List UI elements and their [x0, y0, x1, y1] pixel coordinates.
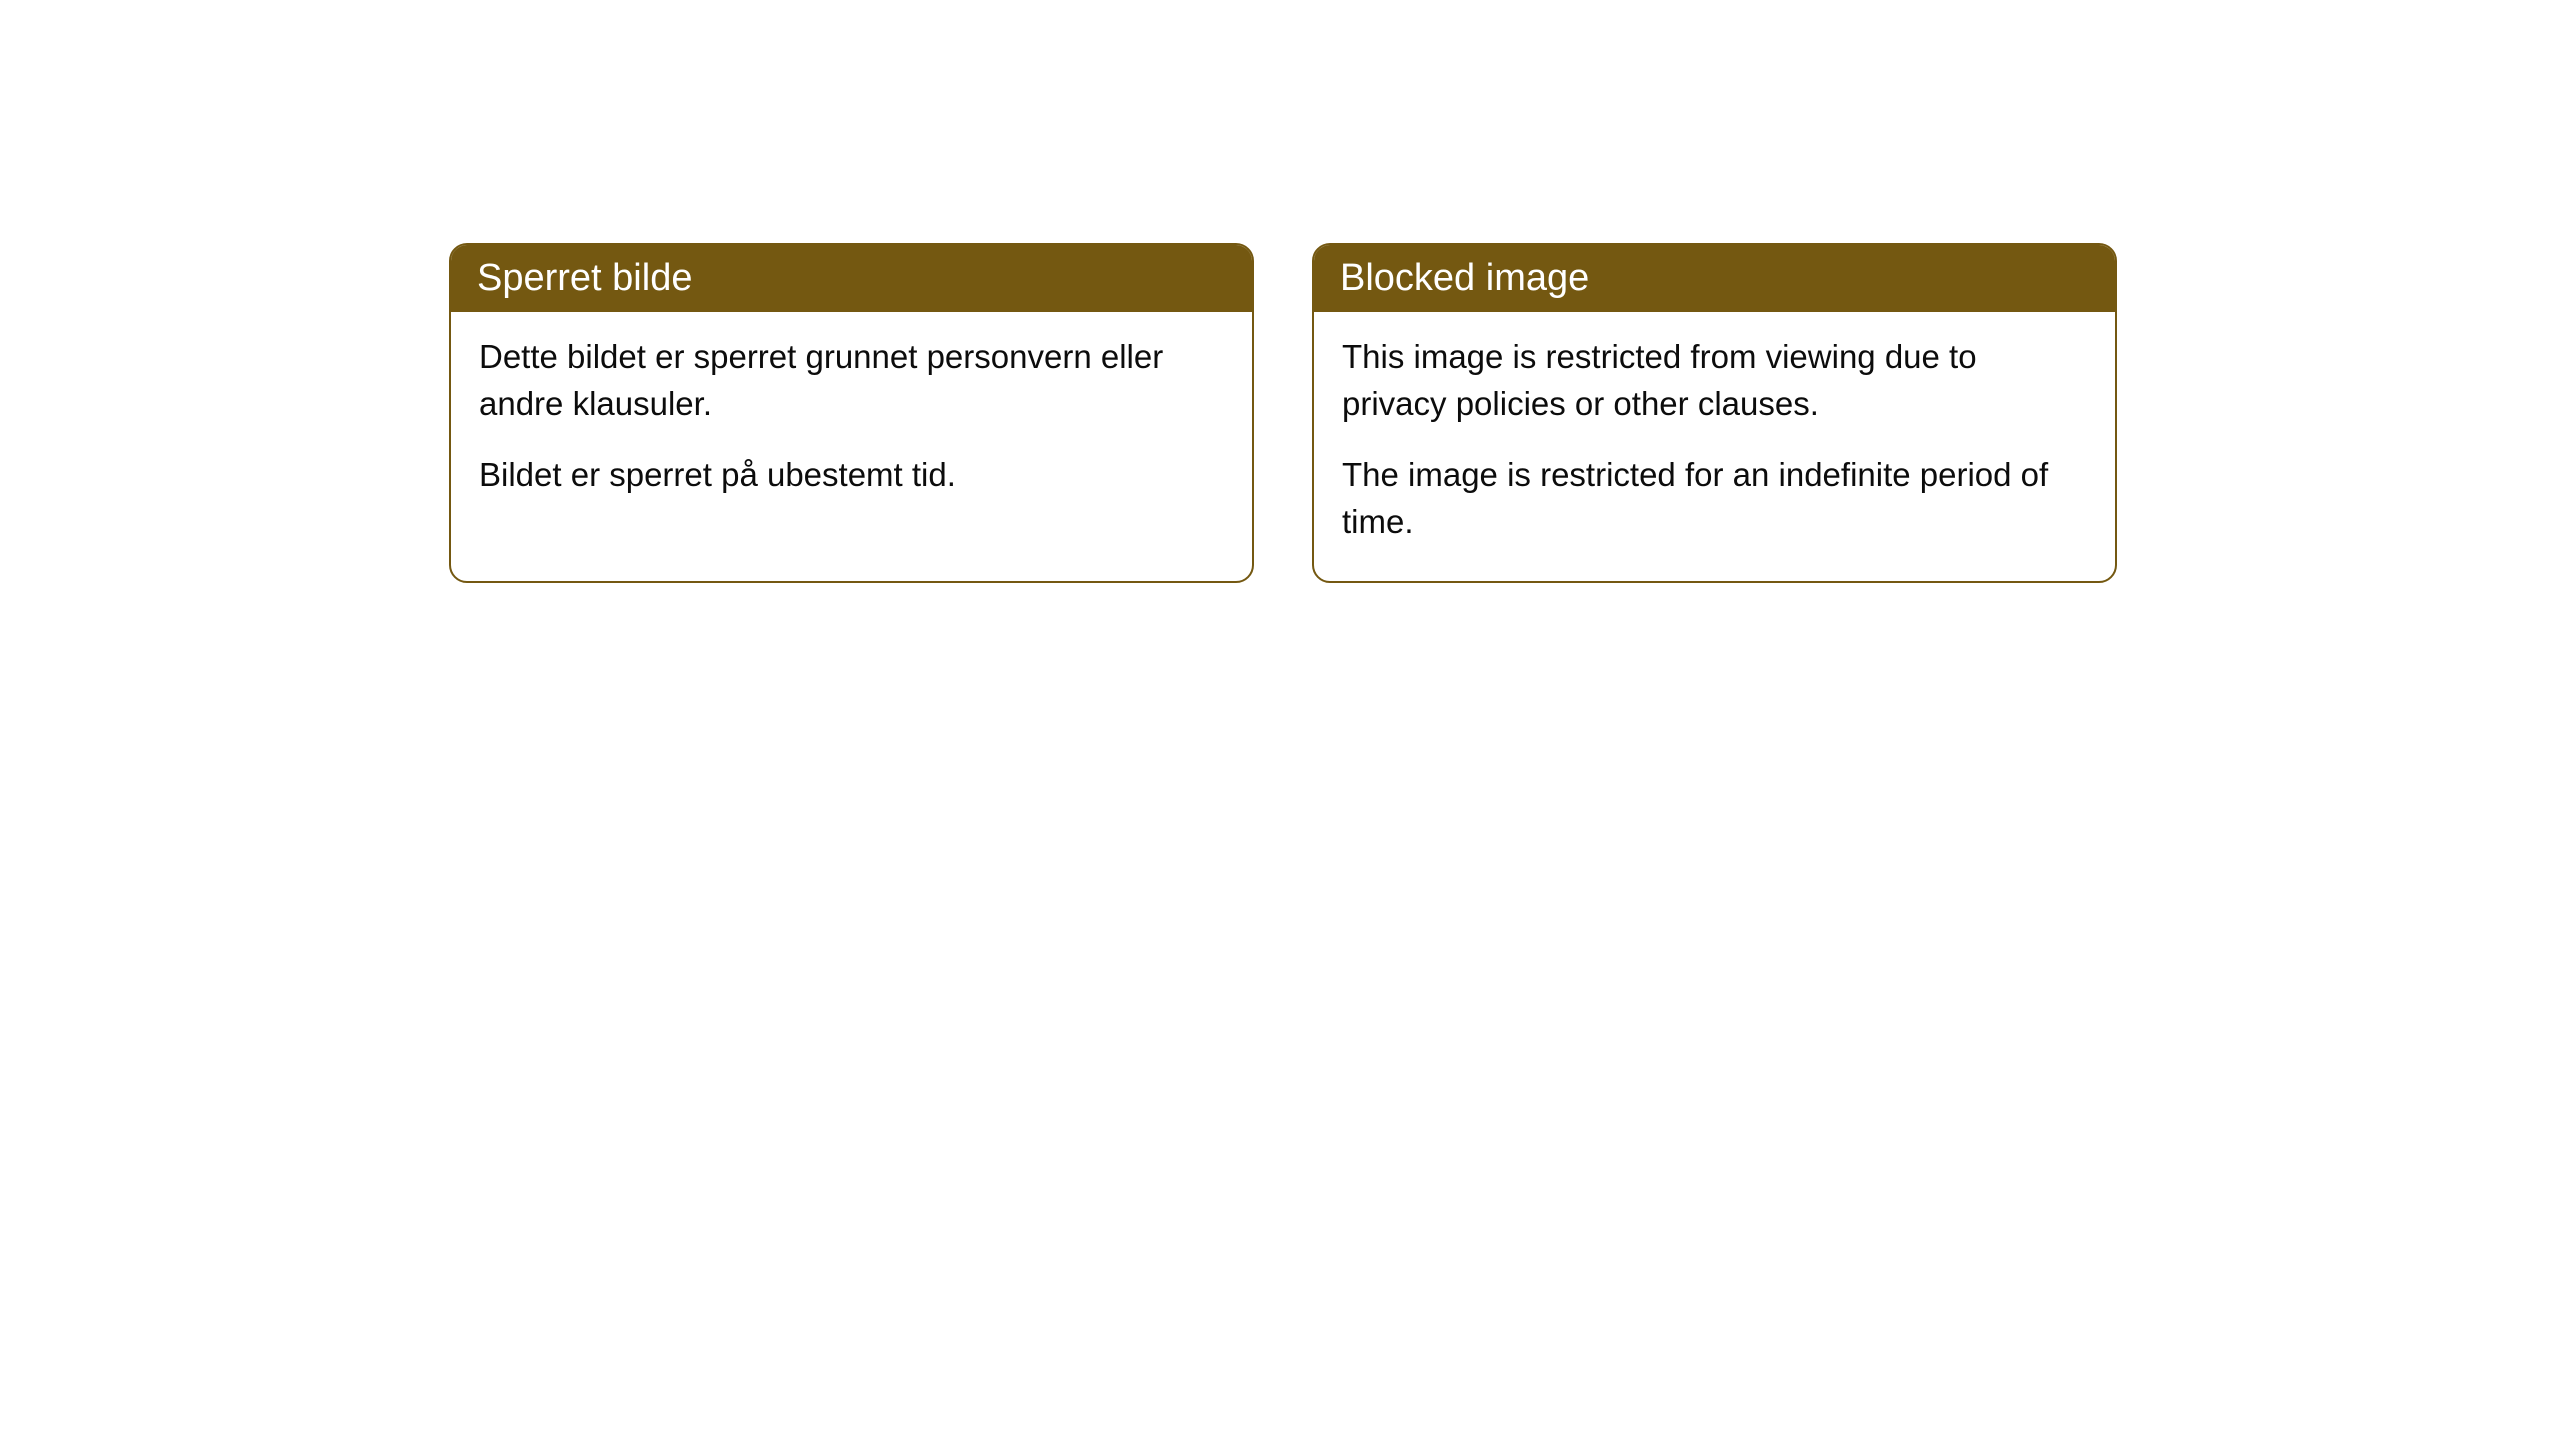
card-paragraph-2: Bildet er sperret på ubestemt tid. — [479, 452, 1224, 499]
card-header: Sperret bilde — [451, 245, 1252, 312]
notice-card-norwegian: Sperret bilde Dette bildet er sperret gr… — [449, 243, 1254, 583]
card-paragraph-2: The image is restricted for an indefinit… — [1342, 452, 2087, 546]
notice-cards-container: Sperret bilde Dette bildet er sperret gr… — [449, 243, 2560, 583]
card-body: This image is restricted from viewing du… — [1314, 312, 2115, 581]
card-body: Dette bildet er sperret grunnet personve… — [451, 312, 1252, 535]
notice-card-english: Blocked image This image is restricted f… — [1312, 243, 2117, 583]
card-paragraph-1: This image is restricted from viewing du… — [1342, 334, 2087, 428]
card-paragraph-1: Dette bildet er sperret grunnet personve… — [479, 334, 1224, 428]
card-header: Blocked image — [1314, 245, 2115, 312]
